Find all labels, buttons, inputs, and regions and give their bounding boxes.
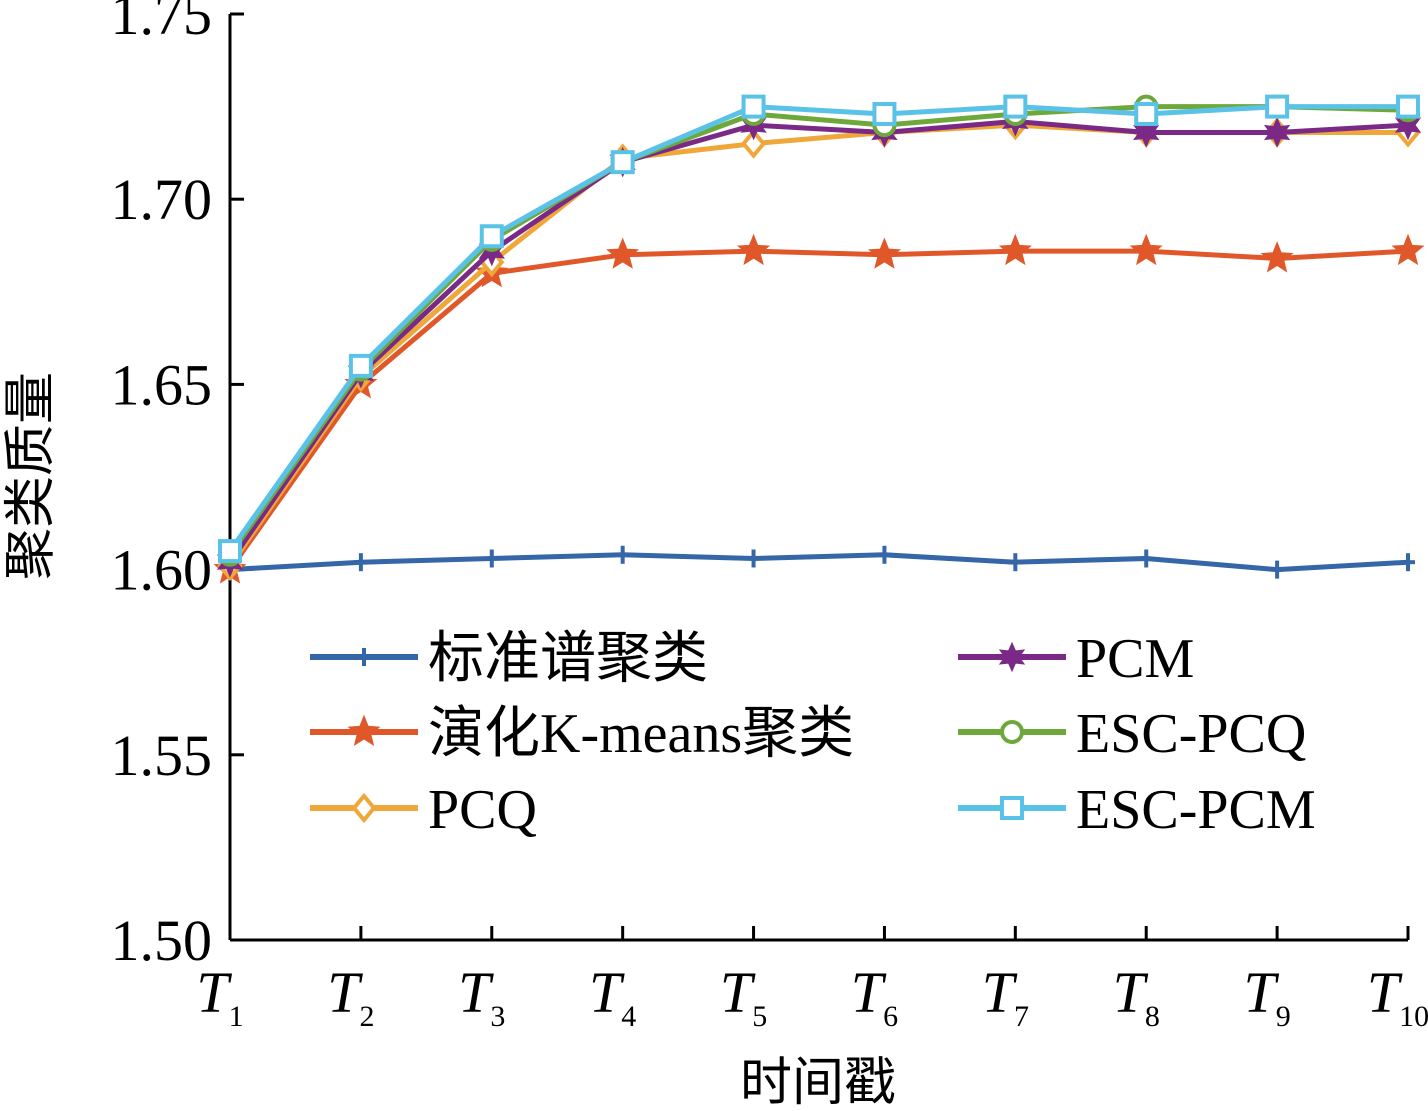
data-point [610, 150, 635, 175]
legend-marker [357, 648, 371, 666]
y-axis-title: 聚类质量 [1, 372, 61, 580]
legend-item: PCM [958, 628, 1194, 690]
data-point [741, 94, 766, 119]
data-point [740, 128, 767, 159]
x-tick-label: T9 [1243, 960, 1290, 1033]
x-axis-title: 时间戳 [740, 1053, 896, 1111]
data-point [1394, 109, 1422, 141]
series-line [227, 104, 1409, 557]
data-point [606, 237, 640, 269]
data-point [1134, 102, 1159, 127]
y-tick-label: 1.60 [111, 538, 213, 603]
data-point [348, 353, 373, 378]
series-1 [223, 545, 1415, 579]
data-point [867, 237, 901, 269]
data-point [218, 539, 242, 564]
x-tick-label: T7 [982, 960, 1029, 1033]
data-point [484, 549, 499, 568]
legend-item: 标准谱聚类 [310, 628, 708, 690]
data-point [1401, 553, 1415, 572]
data-point [1008, 553, 1023, 572]
x-tick-label: T3 [458, 960, 505, 1033]
legend-marker [1000, 720, 1024, 744]
legend-label: ESC-PCQ [1076, 703, 1306, 765]
data-point [1260, 241, 1294, 273]
legend-marker [351, 792, 377, 824]
legend-label: 演化K-means聚类 [428, 703, 854, 765]
y-tick-label: 1.50 [111, 908, 213, 973]
x-tick-label: T4 [589, 960, 636, 1033]
data-point [1133, 117, 1160, 148]
data-point [1270, 560, 1285, 579]
data-point [615, 545, 630, 564]
x-tick-label: T8 [1113, 960, 1160, 1033]
data-point [1129, 233, 1163, 266]
data-point [872, 102, 897, 127]
y-tick-label: 1.75 [111, 0, 213, 47]
series-6 [218, 94, 1420, 564]
series-2 [213, 233, 1425, 584]
data-point [1396, 94, 1420, 119]
x-tick-label: T6 [851, 960, 898, 1033]
legend-item: 演化K-means聚类 [310, 703, 854, 765]
series-3 [217, 109, 1421, 582]
legend-item: PCQ [310, 779, 537, 841]
data-point [1391, 233, 1425, 266]
legend-label: ESC-PCM [1076, 779, 1316, 841]
legend-label: PCM [1076, 628, 1194, 690]
y-tick-label: 1.55 [111, 723, 213, 788]
data-point [737, 233, 771, 266]
data-point [353, 553, 368, 572]
series-line [227, 248, 1409, 572]
y-tick-label: 1.65 [111, 352, 213, 417]
legend-item: ESC-PCM [958, 779, 1316, 841]
data-point [1265, 94, 1290, 119]
y-tick-label: 1.70 [111, 167, 213, 232]
series-layer [213, 94, 1425, 584]
data-point [479, 224, 504, 249]
data-point [1263, 117, 1291, 148]
legend-marker [347, 714, 381, 746]
series-line [229, 552, 1409, 573]
series-line [227, 104, 1408, 553]
x-tick-label: T2 [327, 960, 374, 1033]
legend-marker [1000, 796, 1024, 820]
x-tick-label: T1 [196, 960, 243, 1033]
series-line [227, 118, 1409, 564]
legend-item: ESC-PCQ [958, 703, 1306, 765]
axes: 1.50 1.55 1.60 1.65 1.70 1.75 T1 T2 T3 T4 T5 T6 T7 T8… [111, 0, 1428, 1033]
legend-marker [998, 641, 1026, 673]
series-4 [216, 106, 1422, 578]
data-point [998, 233, 1032, 266]
legend-label: 标准谱聚类 [428, 628, 708, 690]
data-point [1003, 94, 1028, 119]
x-tick-label: T10 [1367, 960, 1428, 1033]
data-point [1139, 549, 1154, 568]
legend-label: PCQ [428, 779, 537, 841]
data-point [746, 549, 761, 568]
x-tick-label: T5 [720, 960, 767, 1033]
data-point [877, 545, 892, 564]
